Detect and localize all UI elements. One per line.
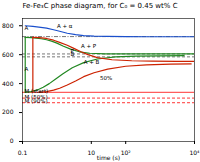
svg-text:10²: 10² <box>121 149 132 156</box>
svg-text:0: 0 <box>10 137 14 144</box>
svg-text:10⁴: 10⁴ <box>189 149 200 156</box>
svg-text:A + B: A + B <box>84 59 100 65</box>
html-text:Fe-Fe₃C phase diagram, for C₀: Fe-Fe₃C phase diagram, for C₀ = 0.45 wt%… <box>22 2 178 10</box>
svg-text:M (start): M (start) <box>24 87 49 94</box>
svg-text:800: 800 <box>2 22 14 29</box>
svg-text:200: 200 <box>2 108 14 115</box>
svg-text:A: A <box>25 25 29 31</box>
svg-text:10: 10 <box>87 149 95 156</box>
svg-text:0.1: 0.1 <box>18 149 28 156</box>
svg-text:M (50%): M (50%) <box>24 93 48 100</box>
svg-text:400: 400 <box>2 80 14 87</box>
svg-text:time (s): time (s) <box>97 154 120 161</box>
svg-text:A: A <box>25 66 29 72</box>
svg-text:M (90%): M (90%) <box>25 98 48 104</box>
svg-text:600: 600 <box>2 51 14 58</box>
svg-text:A + P: A + P <box>81 43 97 49</box>
svg-text:A + α: A + α <box>57 23 73 29</box>
svg-text:50%: 50% <box>100 75 112 81</box>
svg-text:B: B <box>71 51 75 57</box>
